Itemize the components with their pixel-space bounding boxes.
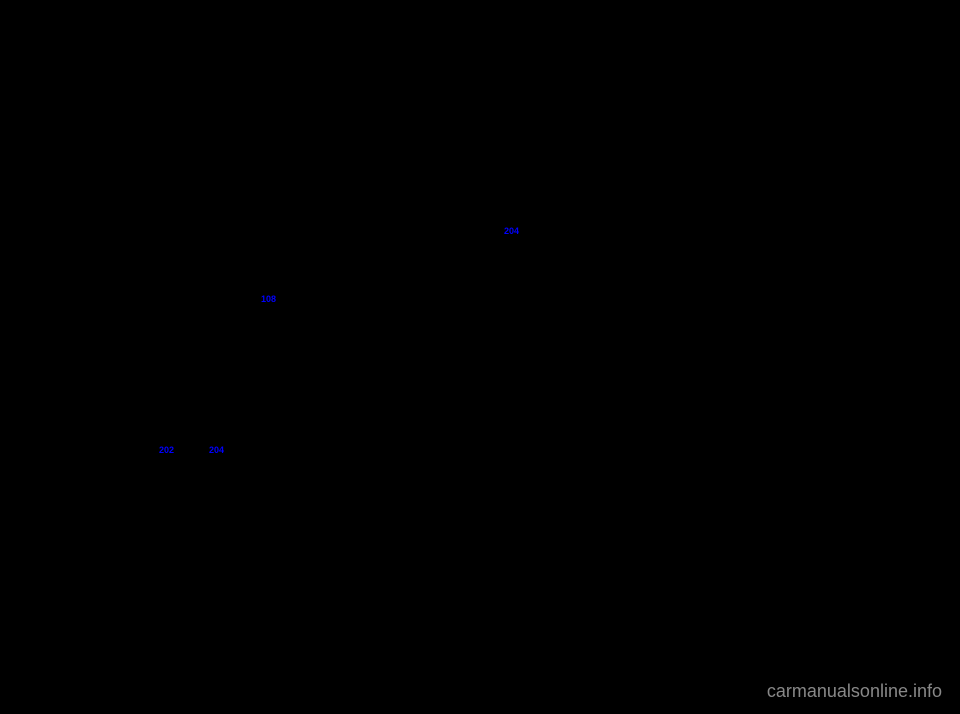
page-link-204b[interactable]: 204 bbox=[209, 445, 224, 455]
page-link-108[interactable]: 108 bbox=[261, 294, 276, 304]
page-link-202[interactable]: 202 bbox=[159, 445, 174, 455]
page-link-204a[interactable]: 204 bbox=[504, 226, 519, 236]
watermark-text: carmanualsonline.info bbox=[767, 681, 942, 702]
